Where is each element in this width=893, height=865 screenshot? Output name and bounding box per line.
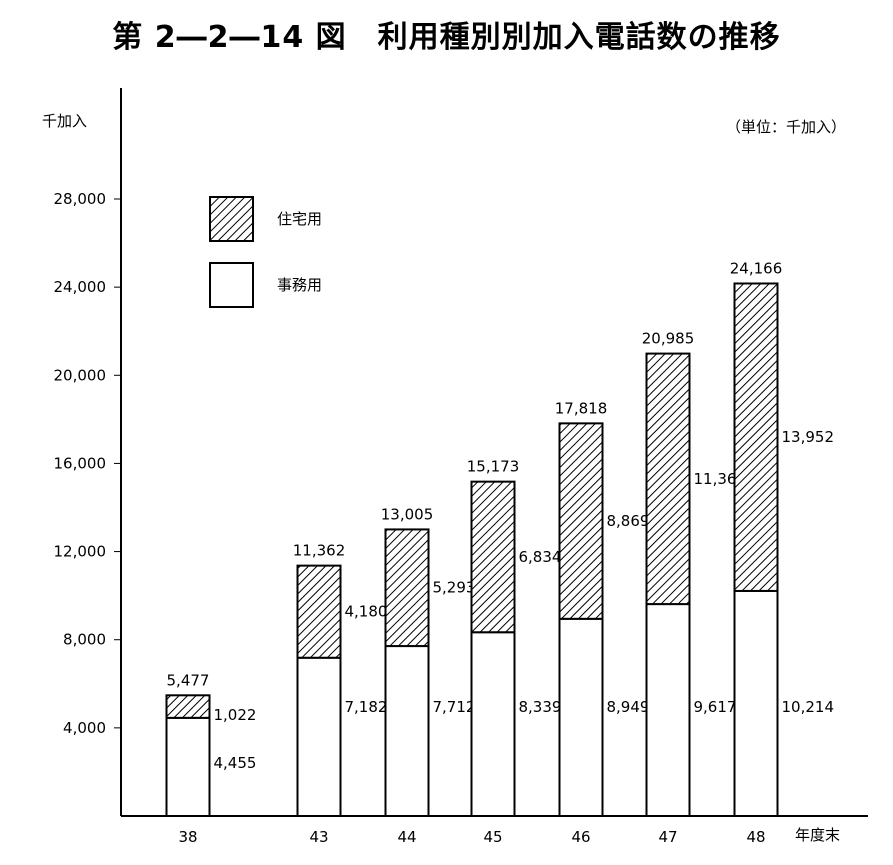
bar-residential xyxy=(296,564,342,659)
residential-value-label: 8,869 xyxy=(607,512,650,530)
office-value-label: 9,617 xyxy=(694,698,737,716)
x-axis-label: 年度末 xyxy=(795,826,840,844)
chart-title: 第 2―2―14 図 利用種別別加入電話数の推移 xyxy=(112,20,781,55)
y-tick-label: 20,000 xyxy=(54,366,107,384)
bar-residential xyxy=(470,480,516,634)
y-tick-label: 8,000 xyxy=(63,631,106,649)
bar-residential xyxy=(558,422,604,620)
bar-office xyxy=(645,603,691,817)
bar-office xyxy=(733,589,779,817)
y-tick-label: 12,000 xyxy=(54,543,107,561)
bar-residential xyxy=(733,282,779,592)
residential-value-label: 6,834 xyxy=(519,548,562,566)
total-label: 5,477 xyxy=(167,671,210,689)
residential-value-label: 11,368 xyxy=(694,470,747,488)
bar-office xyxy=(558,617,604,817)
total-label: 24,166 xyxy=(730,259,783,277)
office-value-label: 7,712 xyxy=(433,698,476,716)
office-value-label: 8,339 xyxy=(519,698,562,716)
bar-residential xyxy=(645,352,691,606)
total-label: 17,818 xyxy=(555,399,608,417)
x-tick-label: 48 xyxy=(746,828,765,846)
y-tick-label: 4,000 xyxy=(63,719,106,737)
y-tick-label: 16,000 xyxy=(54,454,107,472)
bar-office xyxy=(165,716,211,817)
x-tick-label: 47 xyxy=(658,828,677,846)
total-label: 11,362 xyxy=(293,542,346,560)
x-tick-label: 44 xyxy=(397,828,416,846)
legend-label-residential: 住宅用 xyxy=(277,210,322,228)
residential-value-label: 1,022 xyxy=(214,706,257,724)
office-value-label: 4,455 xyxy=(214,754,257,772)
residential-value-label: 13,952 xyxy=(782,428,835,446)
y-tick-label: 24,000 xyxy=(54,278,107,296)
y-tick-label: 28,000 xyxy=(54,190,107,208)
legend-swatch-residential xyxy=(209,196,254,242)
bar-office xyxy=(296,656,342,817)
bar-office xyxy=(470,631,516,818)
x-tick-label: 43 xyxy=(309,828,328,846)
residential-value-label: 4,180 xyxy=(345,603,388,621)
y-axis-label: 千加入 xyxy=(42,112,87,130)
total-label: 20,985 xyxy=(642,330,695,348)
bar-residential xyxy=(165,694,211,719)
office-value-label: 7,182 xyxy=(345,698,388,716)
x-tick-label: 38 xyxy=(178,828,197,846)
residential-value-label: 5,293 xyxy=(433,579,476,597)
legend-swatch-office xyxy=(209,262,254,308)
total-label: 13,005 xyxy=(381,505,434,523)
office-value-label: 10,214 xyxy=(782,698,835,716)
bar-office xyxy=(384,645,430,817)
bar-residential xyxy=(384,528,430,648)
office-value-label: 8,949 xyxy=(607,698,650,716)
total-label: 15,173 xyxy=(467,458,520,476)
legend-label-office: 事務用 xyxy=(277,276,322,294)
x-tick-label: 45 xyxy=(483,828,502,846)
x-ticks: 38 43 44 45 46 47 48 xyxy=(178,828,765,846)
y-ticks: 4,000 8,000 12,000 16,000 20,000 24,000 28,000 xyxy=(54,190,121,737)
x-tick-label: 46 xyxy=(571,828,590,846)
legend: 住宅用 事務用 xyxy=(209,196,322,308)
unit-note: （単位：千加入） xyxy=(726,118,846,136)
